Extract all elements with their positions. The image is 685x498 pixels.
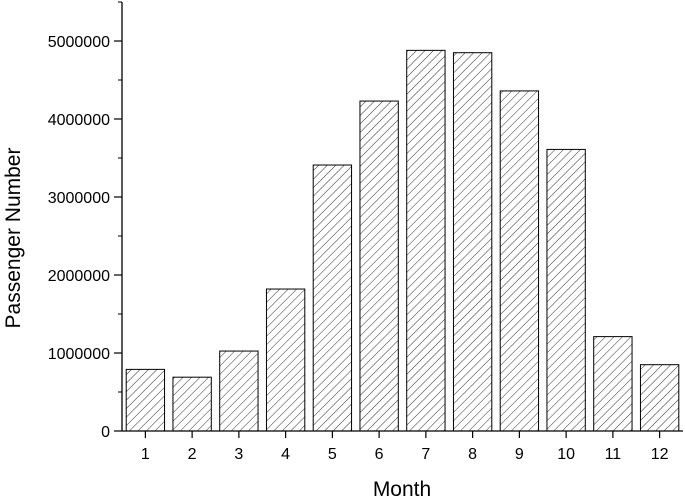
bar-month-7	[406, 49, 446, 432]
x-axis-title: Month	[373, 478, 431, 498]
y-tick-label: 4000000	[48, 112, 110, 129]
bar-month-5	[312, 164, 353, 432]
y-axis-title: Passenger Number	[2, 148, 25, 329]
y-tick-label: 3000000	[48, 190, 110, 207]
x-tick-label: 10	[557, 446, 575, 463]
bar-month-11	[593, 336, 633, 432]
bar-month-9	[499, 90, 540, 432]
bar-month-12	[639, 364, 680, 432]
x-tick-label: 12	[651, 446, 669, 463]
bar-month-10	[546, 148, 586, 432]
bar-month-3	[219, 350, 259, 432]
x-tick-label: 8	[468, 446, 477, 463]
y-tick-label: 2000000	[48, 268, 110, 285]
bar-month-6	[359, 100, 399, 432]
x-tick-label: 6	[375, 446, 384, 463]
bar-month-4	[265, 288, 306, 432]
y-tick-label: 0	[101, 424, 110, 441]
x-tick-label: 3	[234, 446, 243, 463]
x-tick-label: 9	[515, 446, 524, 463]
x-tick-label: 5	[328, 446, 337, 463]
bar-month-1	[125, 368, 166, 432]
x-tick-label: 2	[188, 446, 197, 463]
bar-month-2	[172, 376, 212, 432]
y-tick-label: 1000000	[48, 346, 110, 363]
bar-month-8	[452, 52, 493, 432]
x-tick-label: 11	[605, 446, 622, 463]
x-tick-label: 7	[421, 446, 430, 463]
x-tick-label: 4	[281, 446, 290, 463]
bars-group	[125, 49, 680, 432]
y-tick-label: 5000000	[48, 34, 110, 51]
x-tick-label: 1	[141, 446, 150, 463]
